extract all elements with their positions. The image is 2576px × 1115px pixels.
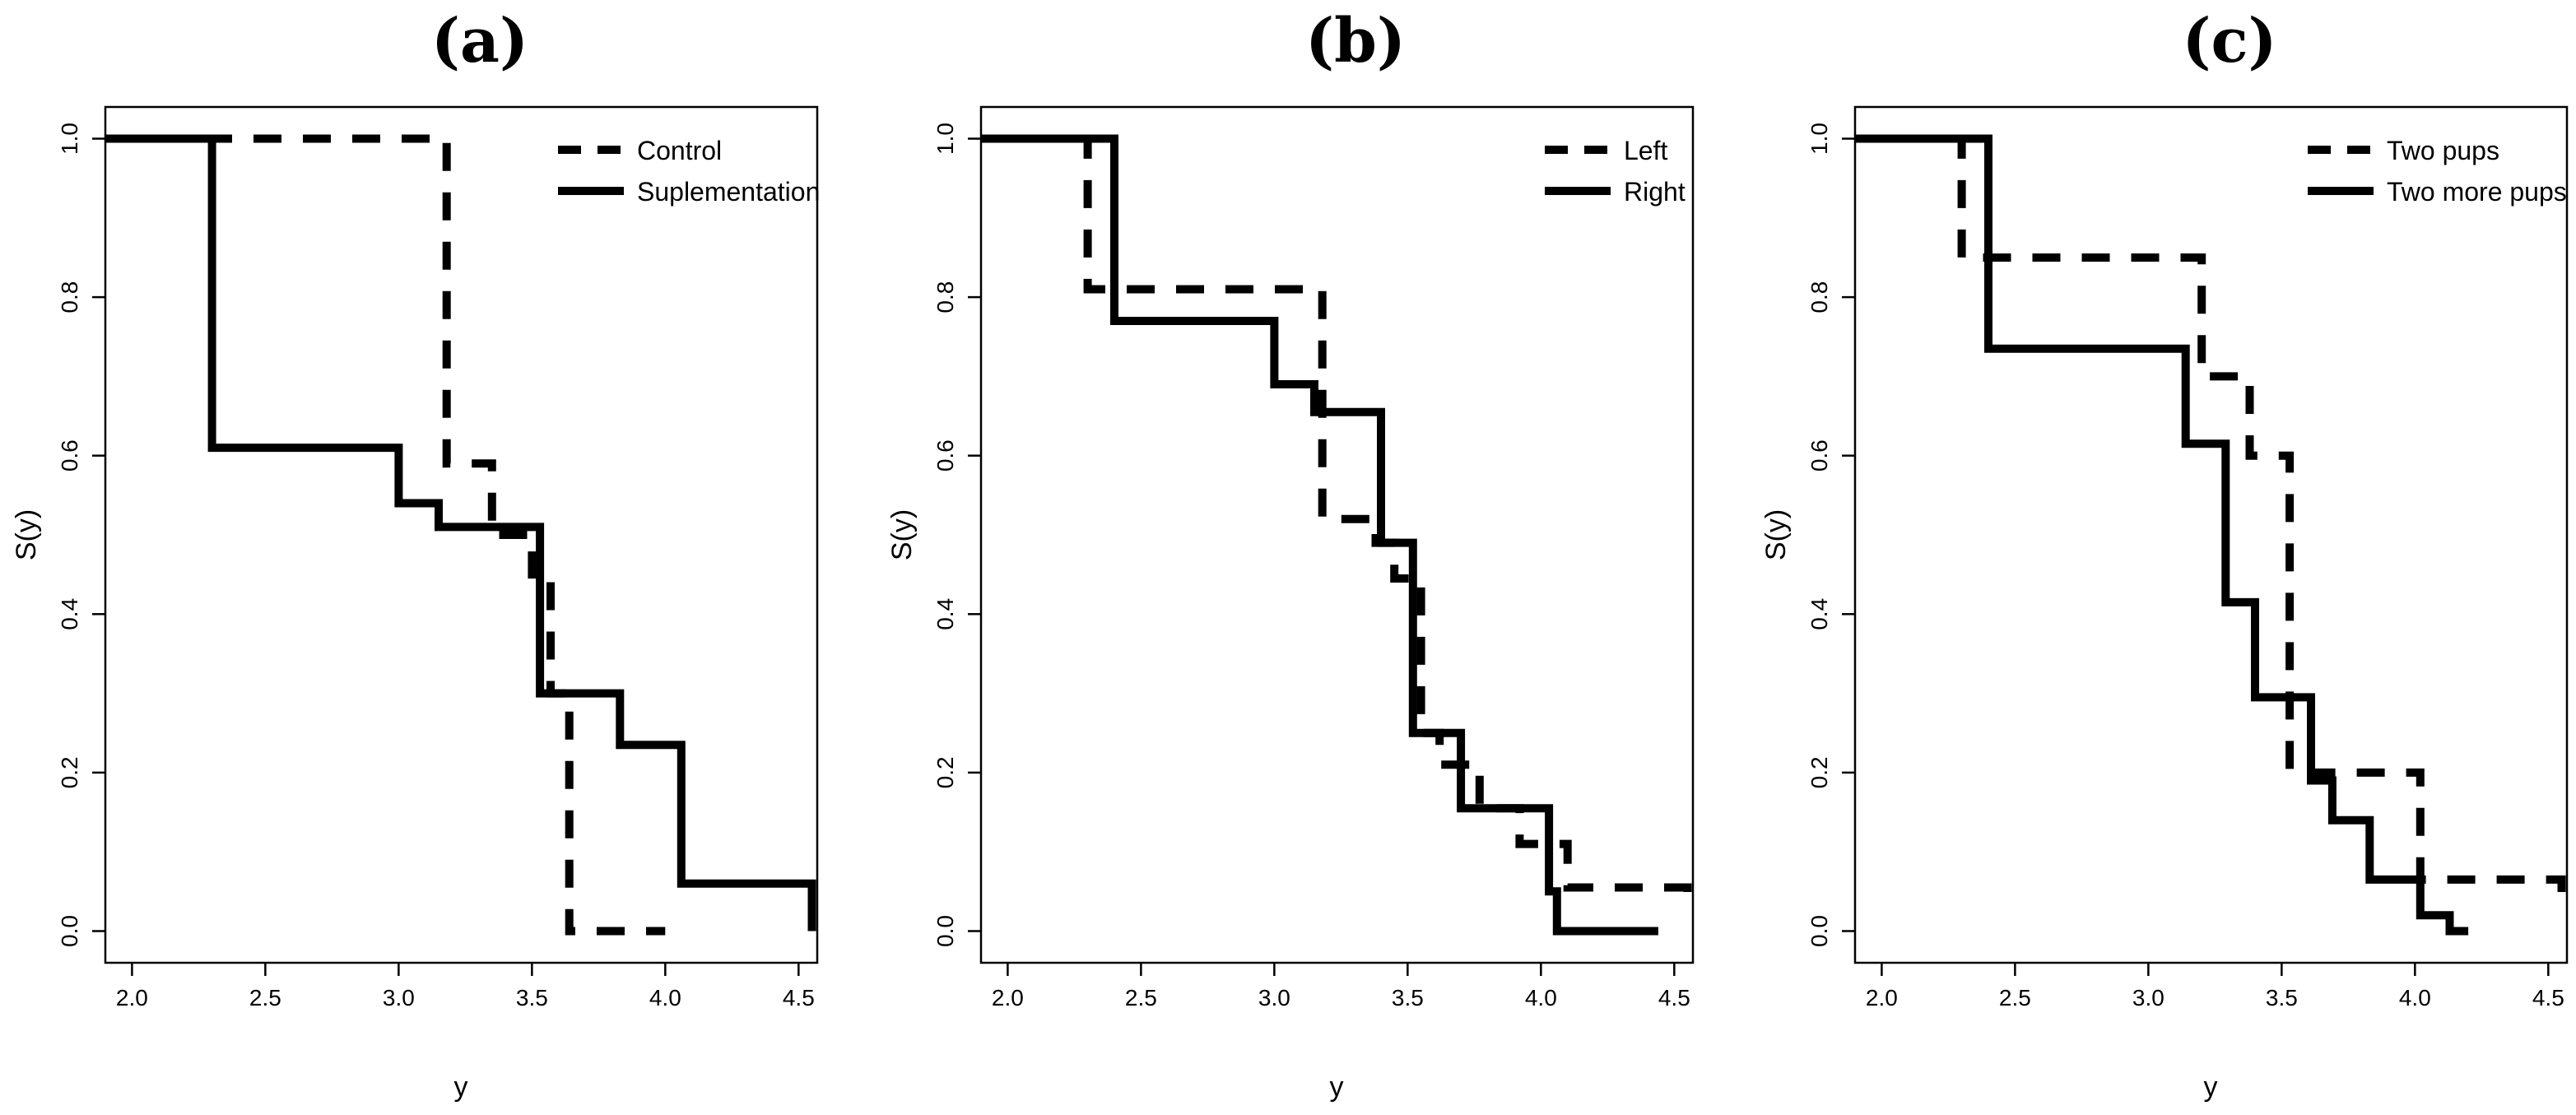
plot-frame [979,105,1695,964]
x-axis-title: y [1330,1071,1344,1103]
y-tick-label: 0.0 [932,915,958,947]
series-line-right [981,134,1658,936]
y-axis-title: S(y) [886,509,918,560]
y-tick-label: 0.8 [932,281,958,314]
legend-label-control: Control [637,136,722,165]
y-tick-label: 0.8 [57,281,82,314]
legend: Left Right [1545,136,1686,207]
plot-frame [1853,105,2569,964]
legend-label-left: Left [1624,136,1667,165]
x-tick-label: 2.0 [1866,985,1898,1010]
x-tick-label: 2.5 [1999,985,2031,1010]
y-tick-label: 0.4 [1806,598,1832,630]
x-tick-label: 2.5 [249,985,281,1010]
x-tick-label: 4.0 [1525,985,1557,1010]
y-axis-title: S(y) [1760,509,1792,560]
y-tick-label: 0.2 [1806,756,1832,788]
y-tick-label: 1.0 [57,123,82,155]
x-tick-label: 4.5 [1658,985,1690,1010]
y-tick-label: 0.4 [932,598,958,630]
panel-c: (c) 2.0 2.5 3.0 3.5 4.0 4.5 0.0 0.2 0.4 0.6 0.8 1.… [1760,6,2569,1103]
x-tick-label: 3.0 [1258,985,1290,1010]
x-tick-label: 4.0 [649,985,681,1010]
x-tick-label: 3.0 [383,985,415,1010]
series-line-suplementation [105,134,816,931]
series-line-left [981,134,1692,908]
plot-frame [104,105,819,964]
x-tick-label: 2.0 [116,985,148,1010]
x-tick-label: 4.5 [783,985,815,1010]
y-tick-label: 0.2 [932,756,958,788]
y-tick-label: 0.6 [932,439,958,472]
legend: Control Suplementation [558,136,820,207]
x-tick-label: 3.5 [1392,985,1424,1010]
panel-label: (b) [1305,6,1406,77]
x-tick-label: 2.0 [992,985,1024,1010]
x-tick-label: 3.5 [516,985,548,1010]
panel-label: (c) [2182,6,2276,77]
panel-label: (a) [431,6,528,77]
y-tick-label: 0.4 [57,598,82,630]
panel-a: (a) 2.0 2.5 3.0 3.5 4.0 4.5 0.0 0.2 0.4 0.6 0.8 1.… [11,6,820,1103]
legend-label-two-more-pups: Two more pups [2387,177,2567,207]
legend-label-two-pups: Two pups [2387,136,2499,165]
y-tick-label: 0.0 [1806,915,1832,947]
legend-label-right: Right [1624,177,1686,207]
y-tick-label: 0.2 [57,756,82,788]
y-tick-label: 0.6 [1806,439,1832,472]
x-tick-label: 2.5 [1125,985,1157,1010]
y-tick-label: 0.6 [57,439,82,472]
y-tick-label: 1.0 [1806,123,1832,155]
x-tick-label: 4.5 [2532,985,2564,1010]
series-line-two-more-pups [1855,134,2469,936]
x-axis-title: y [454,1071,468,1103]
legend: Two pups Two more pups [2308,136,2567,207]
x-axis-title: y [2204,1071,2218,1103]
y-axis-title: S(y) [11,509,42,560]
legend-label-suplementation: Suplementation [637,177,820,207]
y-tick-label: 0.0 [57,915,82,947]
series-line-two-pups [1855,134,2566,908]
y-tick-label: 0.8 [1806,281,1832,314]
y-tick-label: 1.0 [932,123,958,155]
series-line-control [105,134,666,936]
panel-b: (b) 2.0 2.5 3.0 3.5 4.0 4.5 0.0 0.2 0.4 0.6 0.8 1.… [886,6,1695,1103]
x-tick-label: 3.0 [2132,985,2164,1010]
x-tick-label: 3.5 [2266,985,2298,1010]
x-tick-label: 4.0 [2399,985,2431,1010]
